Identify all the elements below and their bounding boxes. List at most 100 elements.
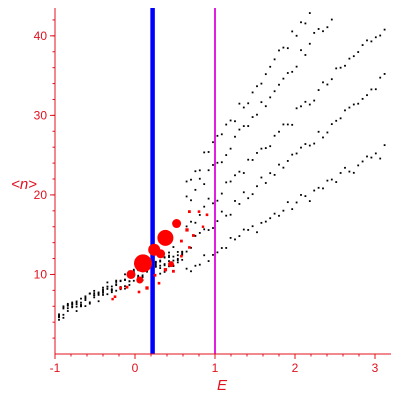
data-point (216, 220, 219, 222)
data-point (97, 294, 100, 296)
data-point (238, 235, 241, 237)
data-point (220, 210, 223, 213)
data-point (212, 227, 214, 229)
data-point (71, 301, 74, 304)
data-point (291, 30, 294, 33)
highlighted-point (134, 254, 152, 273)
data-point (198, 263, 201, 266)
data-point (251, 159, 254, 161)
data-point (102, 286, 104, 289)
data-point (269, 145, 272, 148)
data-point (194, 264, 197, 267)
data-point (185, 250, 188, 253)
data-point (242, 191, 245, 194)
data-point (238, 128, 241, 131)
data-point (383, 144, 386, 147)
data-point (335, 119, 338, 122)
data-point (198, 169, 201, 172)
data-point (317, 186, 320, 189)
highlighted-point (111, 297, 114, 301)
data-point (225, 214, 228, 217)
data-point (295, 152, 298, 155)
highlighted-point (156, 249, 166, 259)
data-point (264, 73, 267, 76)
data-point (62, 316, 65, 319)
data-point (282, 209, 285, 212)
highlighted-point (197, 210, 201, 213)
data-point (159, 259, 162, 262)
data-point (374, 152, 377, 155)
data-point (313, 142, 316, 145)
data-point (141, 276, 144, 279)
data-point (326, 131, 329, 134)
data-point (163, 263, 166, 265)
data-point (216, 199, 219, 202)
data-point (220, 192, 223, 195)
data-point (154, 265, 157, 268)
data-point (66, 310, 69, 312)
data-point (326, 26, 329, 29)
data-point (203, 205, 206, 208)
data-point (273, 58, 276, 61)
data-point (66, 307, 69, 310)
data-point (234, 174, 236, 177)
data-point (154, 261, 157, 264)
data-point (251, 193, 254, 196)
vertical-lines-layer (150, 8, 216, 354)
data-point (84, 297, 87, 300)
data-point (190, 270, 192, 273)
data-point (251, 116, 254, 118)
data-point (88, 302, 91, 305)
data-point (322, 136, 324, 139)
data-point (124, 279, 126, 281)
data-point (273, 90, 276, 93)
data-point (97, 291, 100, 294)
data-point (75, 310, 78, 312)
data-point (84, 299, 87, 301)
data-point (308, 144, 311, 147)
data-point (102, 288, 104, 291)
data-point (269, 65, 272, 68)
data-point (295, 107, 298, 110)
data-point (172, 255, 175, 258)
data-point (256, 231, 258, 234)
highlighted-point (188, 210, 191, 214)
data-point (251, 225, 254, 228)
data-point (339, 66, 342, 69)
data-point (185, 195, 188, 198)
data-point (339, 117, 342, 120)
data-point (278, 130, 280, 133)
data-point (168, 254, 170, 257)
data-point (247, 229, 250, 231)
data-point (207, 151, 210, 153)
data-point (80, 303, 82, 306)
data-point (80, 301, 82, 304)
data-point (269, 217, 272, 220)
data-point (93, 296, 96, 299)
data-point (260, 101, 263, 104)
data-point (185, 267, 188, 270)
data-point (282, 166, 285, 169)
data-point (181, 253, 184, 256)
data-point (361, 97, 364, 100)
data-point (225, 154, 228, 156)
data-point (124, 273, 126, 276)
data-point (159, 272, 162, 275)
data-point (278, 163, 280, 166)
data-point (269, 172, 272, 175)
data-point (357, 51, 360, 53)
data-point (203, 254, 206, 257)
data-point (339, 172, 342, 174)
highlighted-point (172, 219, 182, 229)
highlighted-points-layer (111, 210, 209, 301)
data-point (256, 85, 258, 88)
data-point (102, 290, 104, 293)
data-point (124, 285, 126, 288)
data-point (102, 291, 104, 294)
data-point (128, 280, 131, 283)
data-point (190, 246, 192, 249)
data-point (207, 169, 210, 172)
data-point (286, 201, 289, 204)
data-point (344, 64, 346, 67)
data-point (172, 259, 175, 262)
